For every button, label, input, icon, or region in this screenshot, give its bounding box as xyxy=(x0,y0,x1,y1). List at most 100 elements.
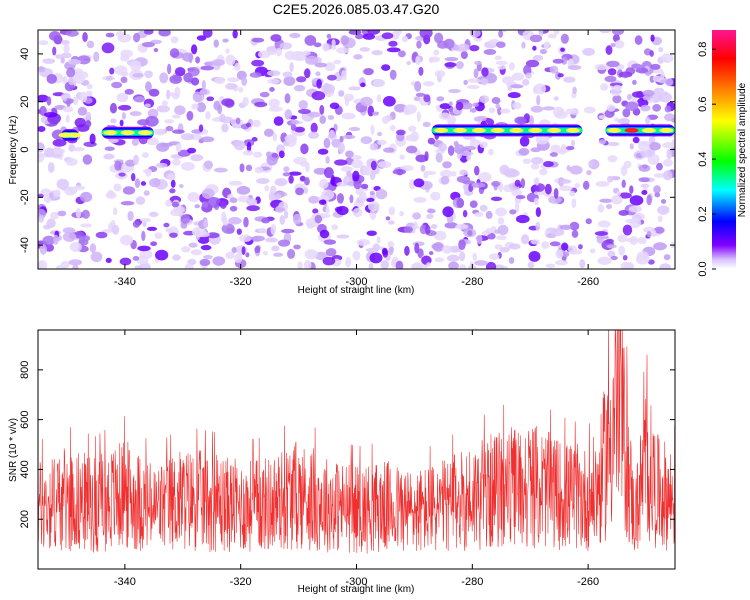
heatmap-cell xyxy=(53,189,61,198)
snr-ylabel: SNR (10 * v/v) xyxy=(8,418,19,482)
heatmap-cell xyxy=(85,111,92,120)
heatmap-cell xyxy=(560,47,565,52)
heatmap-cell xyxy=(245,122,251,128)
heatmap-cell xyxy=(264,237,278,243)
heatmap-cell xyxy=(313,42,322,48)
heatmap-cell xyxy=(38,152,45,163)
heatmap-cell xyxy=(328,129,336,141)
heatmap-cell xyxy=(257,227,268,234)
heatmap-cell xyxy=(600,83,609,91)
heatmap-cell xyxy=(438,142,447,152)
snr-panel: -340 -320 -300 -280 -260 200 400 600 800 Height… xyxy=(8,329,676,595)
heatmap-cell xyxy=(634,35,643,45)
heatmap-cell xyxy=(219,113,226,123)
heatmap-cell xyxy=(158,30,171,37)
heatmap-cell xyxy=(474,165,480,176)
heatmap-cell xyxy=(413,178,425,188)
heatmap-cell xyxy=(638,177,650,183)
heatmap-cell xyxy=(319,179,329,189)
heatmap-cell xyxy=(632,79,637,86)
heatmap-cell xyxy=(81,209,90,219)
heatmap-cell xyxy=(569,221,580,231)
heatmap-cell xyxy=(229,205,238,212)
heatmap-cell xyxy=(620,165,628,177)
heatmap-cell xyxy=(530,156,544,165)
heatmap-cell xyxy=(43,195,52,204)
heatmap-cell xyxy=(646,194,652,206)
heatmap-cell xyxy=(456,198,465,209)
heatmap-cell xyxy=(119,234,134,246)
heatmap-cell xyxy=(147,137,159,146)
heatmap-cell xyxy=(275,47,282,57)
heatmap-cell xyxy=(108,138,119,144)
heatmap-cell xyxy=(242,150,254,156)
heatmap-cell xyxy=(254,101,268,108)
heatmap-cell xyxy=(43,112,58,118)
heatmap-cell xyxy=(653,185,661,194)
heatmap-cell xyxy=(597,220,611,228)
heatmap-cell xyxy=(395,129,406,136)
heatmap-cell xyxy=(442,245,452,254)
heatmap-cell xyxy=(194,204,201,209)
heatmap-cell xyxy=(119,257,132,266)
heatmap-cell xyxy=(360,183,369,190)
heatmap-cell xyxy=(308,195,320,204)
heatmap-cell xyxy=(49,192,54,199)
heatmap-cell xyxy=(69,241,82,253)
heatmap-cell xyxy=(295,187,304,196)
heatmap-cell xyxy=(304,35,317,46)
heatmap-cell xyxy=(610,255,618,261)
heatmap-cell xyxy=(462,209,468,218)
heatmap-cell xyxy=(563,76,576,83)
heatmap-cell xyxy=(428,251,434,256)
heatmap-cell xyxy=(616,191,622,196)
heatmap-cell xyxy=(313,167,327,175)
heatmap-cell xyxy=(641,189,648,195)
heatmap-cell xyxy=(42,58,56,64)
heatmap-cell xyxy=(40,188,52,197)
heatmap-cell xyxy=(659,263,671,269)
heatmap-cell xyxy=(606,203,613,210)
heatmap-cell xyxy=(203,160,213,170)
heatmap-cell xyxy=(665,78,674,86)
heatmap-cell xyxy=(125,159,136,167)
heatmap-cell xyxy=(141,230,146,242)
heatmap-cell xyxy=(249,72,262,78)
heatmap-cell xyxy=(440,175,450,185)
heatmap-cell xyxy=(225,54,236,66)
heatmap-x-tick-label: -340 xyxy=(114,276,136,288)
heatmap-cell xyxy=(60,56,65,64)
heatmap-cell xyxy=(473,68,479,79)
heatmap-cell xyxy=(66,98,71,107)
heatmap-cell xyxy=(387,240,395,248)
heatmap-cell xyxy=(532,54,544,61)
heatmap-cell xyxy=(428,56,434,64)
heatmap-cell xyxy=(180,133,195,141)
heatmap-cell xyxy=(294,126,306,133)
heatmap-cell xyxy=(381,116,390,124)
heatmap-cell xyxy=(304,249,318,260)
heatmap-cell xyxy=(47,162,55,173)
heatmap-cell xyxy=(606,175,614,183)
heatmap-cell xyxy=(251,137,258,142)
heatmap-ridge-peak xyxy=(490,127,505,133)
heatmap-cell xyxy=(650,34,655,42)
heatmap-cell xyxy=(318,199,327,205)
heatmap-cell xyxy=(166,63,172,75)
heatmap-cell xyxy=(274,193,282,200)
heatmap-cell xyxy=(638,164,651,172)
heatmap-cell xyxy=(382,95,396,107)
heatmap-cell xyxy=(666,148,673,160)
heatmap-x-axis: -340 -320 -300 -280 -260 xyxy=(114,30,599,288)
heatmap-cell xyxy=(566,164,571,172)
heatmap-cell xyxy=(444,62,457,68)
heatmap-cell xyxy=(169,232,178,238)
chart-title: C2E5.2026.085.03.47.G20 xyxy=(273,1,440,17)
heatmap-ridge-peak xyxy=(509,127,524,133)
heatmap-cell xyxy=(72,74,85,84)
heatmap-cell xyxy=(548,195,562,204)
heatmap-cell xyxy=(190,154,204,162)
heatmap-cell xyxy=(569,249,583,255)
heatmap-cell xyxy=(190,77,200,86)
heatmap-ridge-2 xyxy=(431,128,583,133)
